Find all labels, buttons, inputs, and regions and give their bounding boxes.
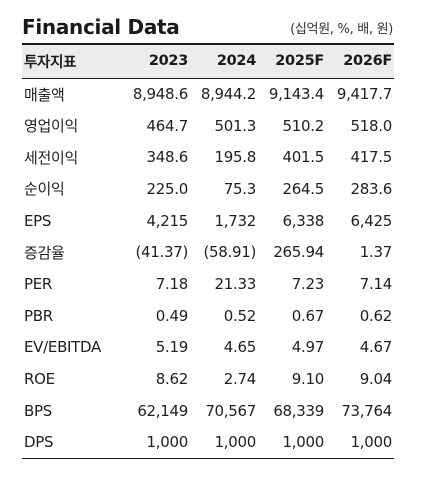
table-row: ROE 8.62 2.74 9.10 9.04	[22, 363, 394, 395]
table-row: EV/EBITDA 5.19 4.65 4.97 4.67	[22, 332, 394, 364]
row-label: EPS	[24, 211, 52, 230]
table-cell: 401.5	[282, 148, 325, 167]
table-cell: 9.10	[291, 370, 325, 389]
table-cell: 1,732	[214, 211, 257, 230]
table-cell: 9.04	[359, 370, 393, 389]
table-row: 증감율 (41.37) (58.91) 265.94 1.37	[22, 236, 394, 268]
header-row: 투자지표 2023 2024 2025F 2026F	[22, 43, 394, 79]
table-cell: 5.19	[155, 338, 189, 357]
unit-note: (십억원, %, 배, 원)	[290, 21, 393, 37]
row-label: 순이익	[24, 180, 65, 199]
header-indicator: 투자지표	[22, 43, 118, 79]
table-cell: 4,215	[146, 211, 189, 230]
table-cell: 1.37	[359, 243, 393, 262]
header-2023: 2023	[118, 43, 190, 79]
table-row: 매출액 8,948.6 8,944.2 9,143.4 9,417.7	[22, 78, 394, 110]
row-label: 세전이익	[24, 148, 79, 167]
table-row: BPS 62,149 70,567 68,339 73,764	[22, 395, 394, 427]
table-cell: 9,143.4	[268, 85, 324, 104]
table-cell: 62,149	[137, 401, 188, 420]
table-cell: 1,000	[258, 426, 326, 459]
row-label: PBR	[24, 306, 53, 325]
table-row: EPS 4,215 1,732 6,338 6,425	[22, 205, 394, 237]
row-label: PER	[24, 274, 53, 293]
table-cell: 4.97	[291, 338, 325, 357]
header-2024: 2024	[190, 43, 258, 79]
table-cell: 9,417.7	[336, 85, 392, 104]
table-cell: 4.67	[359, 338, 393, 357]
table-cell: 7.14	[359, 274, 393, 293]
table-row: DPS 1,000 1,000 1,000 1,000	[22, 426, 394, 459]
table-header: 투자지표 2023 2024 2025F 2026F	[22, 43, 394, 79]
title-row: Financial Data (십억원, %, 배, 원)	[22, 12, 393, 42]
table-cell: 2.74	[223, 370, 257, 389]
row-label: EV/EBITDA	[24, 338, 101, 357]
header-2025f: 2025F	[258, 43, 326, 79]
table-cell: 464.7	[146, 116, 189, 135]
row-label: 영업이익	[24, 117, 79, 136]
table-cell: 8,944.2	[200, 85, 256, 104]
table-cell: 417.5	[350, 148, 393, 167]
table-cell: 7.23	[291, 274, 325, 293]
table-cell: 68,339	[273, 401, 324, 420]
table-cell: 70,567	[205, 401, 256, 420]
table-cell: 510.2	[282, 116, 325, 135]
table-row: PER 7.18 21.33 7.23 7.14	[22, 268, 394, 300]
row-label: 매출액	[24, 85, 65, 104]
table-cell: 1,000	[118, 426, 190, 459]
table-cell: 348.6	[146, 148, 189, 167]
row-label: ROE	[24, 370, 55, 389]
row-label: BPS	[24, 401, 52, 420]
table-cell: 195.8	[214, 148, 257, 167]
table-cell: (41.37)	[135, 243, 188, 262]
table-cell: 6,338	[282, 211, 325, 230]
table-cell: 7.18	[155, 274, 189, 293]
table-row: 세전이익 348.6 195.8 401.5 417.5	[22, 141, 394, 173]
table-cell: 265.94	[273, 243, 324, 262]
table-cell: 4.65	[223, 338, 257, 357]
table-cell: 0.52	[223, 306, 257, 325]
table-row: PBR 0.49 0.52 0.67 0.62	[22, 300, 394, 332]
table-cell: 1,000	[326, 426, 394, 459]
table-cell: 1,000	[190, 426, 258, 459]
table-cell: 8,948.6	[132, 85, 188, 104]
table-cell: (58.91)	[203, 243, 256, 262]
table-cell: 0.62	[359, 306, 393, 325]
table-cell: 0.49	[155, 306, 189, 325]
page-title: Financial Data	[22, 15, 180, 39]
table-cell: 225.0	[146, 179, 189, 198]
table-cell: 6,425	[350, 211, 393, 230]
financial-table: 투자지표 2023 2024 2025F 2026F 매출액 8,948.6 8,9…	[22, 43, 394, 459]
table-cell: 0.67	[291, 306, 325, 325]
row-label: 증감율	[24, 243, 65, 262]
table-cell: 8.62	[155, 370, 189, 389]
table-cell: 501.3	[214, 116, 257, 135]
row-label: DPS	[22, 426, 118, 459]
table-cell: 75.3	[223, 179, 257, 198]
table-cell: 283.6	[350, 179, 393, 198]
header-2026f: 2026F	[326, 43, 394, 79]
table-cell: 73,764	[341, 401, 392, 420]
table-row: 순이익 225.0 75.3 264.5 283.6	[22, 173, 394, 205]
table-row: 영업이익 464.7 501.3 510.2 518.0	[22, 110, 394, 142]
table-cell: 21.33	[214, 274, 257, 293]
table-body: 매출액 8,948.6 8,944.2 9,143.4 9,417.7 영업이익 464.7…	[22, 78, 394, 459]
table-cell: 518.0	[350, 116, 393, 135]
table-cell: 264.5	[282, 179, 325, 198]
